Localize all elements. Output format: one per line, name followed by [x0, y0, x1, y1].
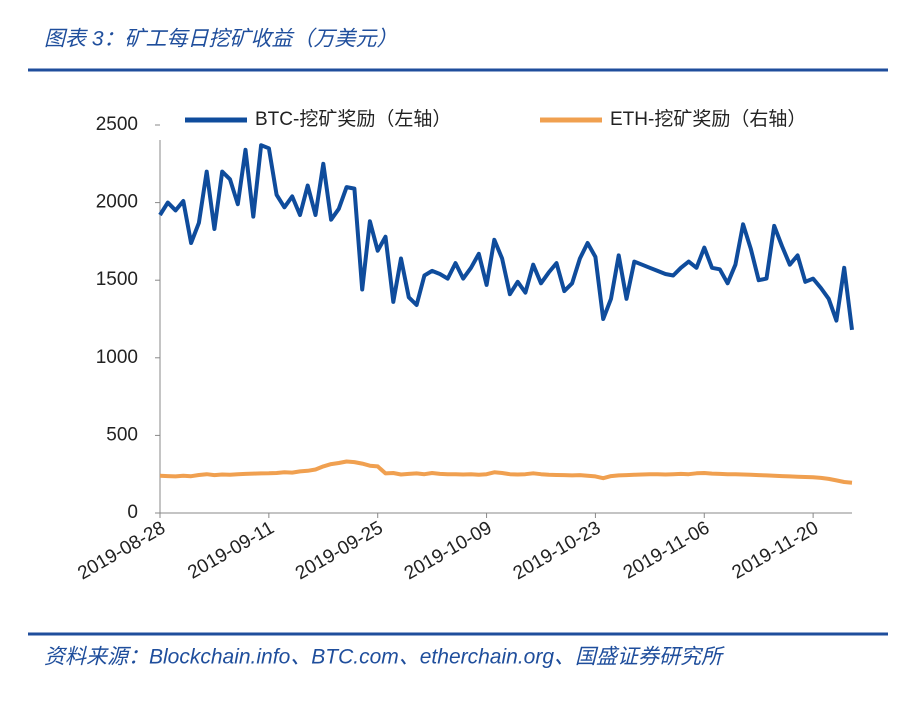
y-tick-label: 2500	[96, 114, 138, 135]
y-tick-label: 1000	[96, 347, 138, 368]
x-tick-label: 2019-11-20	[729, 517, 822, 583]
legend-label: BTC-挖矿奖励（左轴）	[255, 108, 451, 130]
y-tick-label: 1500	[96, 269, 138, 290]
y-tick-label: 500	[106, 424, 138, 445]
y-tick-label: 2000	[96, 192, 138, 213]
x-tick-label: 2019-08-28	[74, 517, 169, 584]
source: 资料来源：Blockchain.info、BTC.com、etherchain.…	[44, 646, 725, 669]
x-tick-label: 2019-10-23	[510, 517, 605, 584]
y-tick-label: 0	[127, 502, 138, 523]
x-tick-label: 2019-09-25	[292, 517, 387, 584]
x-tick-label: 2019-09-11	[184, 517, 277, 583]
x-tick-label: 2019-11-06	[620, 517, 713, 583]
x-tick-label: 2019-10-09	[401, 517, 496, 584]
legend-label: ETH-挖矿奖励（右轴）	[610, 108, 806, 130]
chart-title: 图表 3：矿工每日挖矿收益（万美元）	[44, 28, 398, 51]
series-line	[159, 459, 853, 485]
series-line	[158, 143, 854, 331]
